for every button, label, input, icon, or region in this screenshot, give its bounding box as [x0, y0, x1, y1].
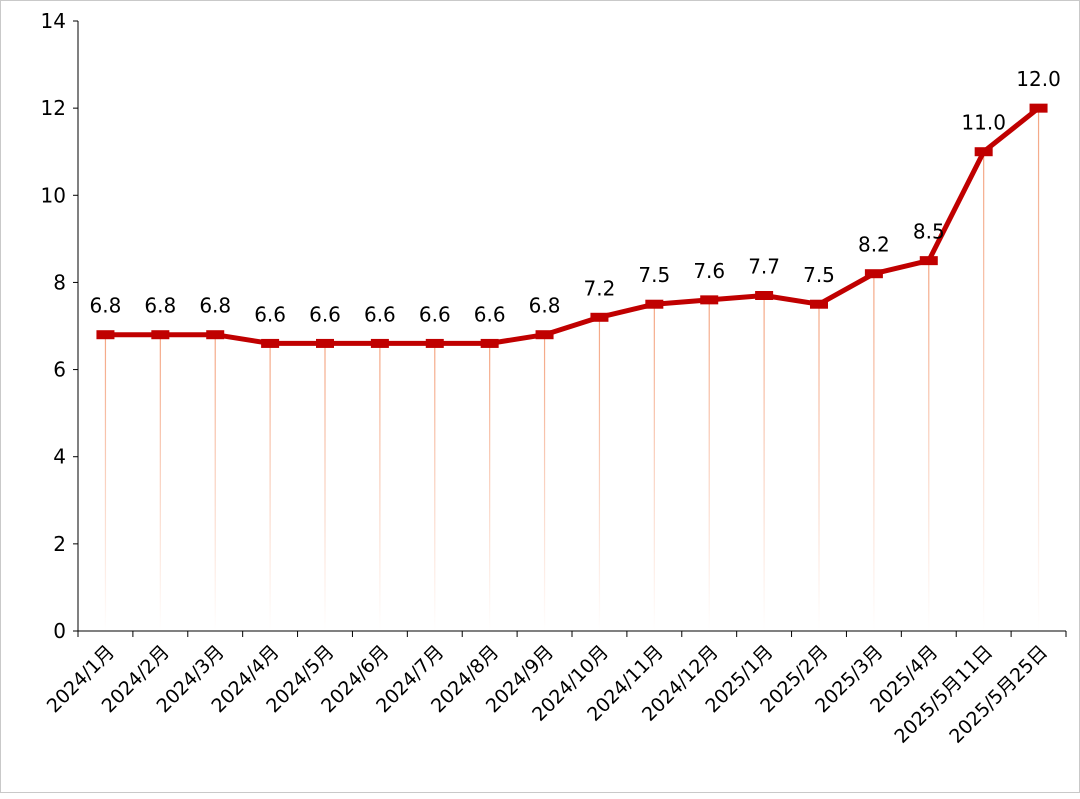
data-label: 11.0: [961, 111, 1006, 135]
data-label: 6.8: [144, 294, 176, 318]
data-point: [864, 269, 883, 279]
data-point: [535, 330, 554, 340]
drop-line: [489, 343, 491, 631]
data-point: [919, 256, 938, 266]
series-layer: [96, 103, 1048, 348]
drop-line: [104, 334, 107, 631]
data-point: [700, 295, 719, 305]
y-tick-label: 0: [53, 619, 66, 643]
y-tick-label: 12: [41, 96, 66, 120]
data-label: 6.6: [364, 302, 396, 326]
data-point: [810, 299, 828, 309]
data-label: 7.7: [748, 255, 780, 279]
data-point: [755, 291, 774, 300]
drop-line: [873, 273, 875, 631]
x-tick-label: 2025/5月11日: [890, 641, 997, 748]
drop-line: [543, 334, 546, 631]
drop-line: [214, 334, 216, 631]
data-label: 7.5: [803, 263, 835, 287]
x-tick-label: 2025/5月25日: [945, 641, 1052, 748]
data-label: 6.6: [419, 302, 451, 326]
drop-line: [324, 343, 326, 631]
drop-line: [928, 260, 930, 631]
drop-line: [269, 343, 271, 631]
drop-line: [159, 334, 161, 631]
drop-line: [653, 304, 655, 631]
data-label: 6.8: [529, 294, 561, 318]
drop-line: [983, 151, 985, 631]
data-point: [645, 299, 664, 309]
drop-line: [1037, 108, 1040, 631]
data-point: [316, 338, 334, 348]
data-point: [261, 338, 280, 348]
data-point: [370, 338, 389, 348]
data-point: [1029, 103, 1048, 113]
data-label: 7.2: [584, 276, 616, 300]
drop-line: [379, 343, 381, 631]
drop-line: [763, 295, 765, 631]
data-point: [974, 147, 993, 157]
drop-lines: [104, 108, 1040, 631]
data-label: 6.6: [254, 302, 286, 326]
data-label: 8.2: [858, 233, 890, 257]
data-point: [480, 338, 499, 348]
y-tick-label: 4: [53, 445, 66, 469]
data-label: 6.6: [309, 302, 341, 326]
data-point: [206, 330, 225, 340]
data-labels: 6.8 6.8 6.8 6.6 6.6 6.6 6.6 6.6 6.8 7.2 7.5 7.6 7.7 7…: [90, 67, 1061, 326]
data-point: [425, 338, 444, 348]
data-label: 12.0: [1016, 67, 1061, 91]
y-tick-label: 8: [53, 270, 66, 294]
y-tick-label: 6: [53, 358, 66, 382]
drop-line: [708, 299, 710, 631]
data-label: 7.6: [693, 259, 725, 283]
data-point: [151, 330, 170, 340]
data-label: 6.8: [199, 294, 231, 318]
y-tick-label: 2: [53, 532, 66, 556]
y-tick-label: 10: [41, 183, 66, 207]
data-point: [590, 312, 609, 322]
data-label: 6.6: [474, 302, 506, 326]
drop-line: [818, 304, 820, 631]
axes: 024681012142024/1月2024/2月2024/3月2024/4月2…: [41, 9, 1067, 748]
drop-line: [434, 343, 436, 631]
y-tick-label: 14: [41, 9, 66, 33]
drop-line: [598, 317, 601, 631]
series-line: [102, 105, 1042, 346]
data-label: 6.8: [90, 294, 122, 318]
data-label: 8.5: [913, 220, 945, 244]
data-point: [96, 330, 115, 340]
data-label: 7.5: [638, 263, 670, 287]
